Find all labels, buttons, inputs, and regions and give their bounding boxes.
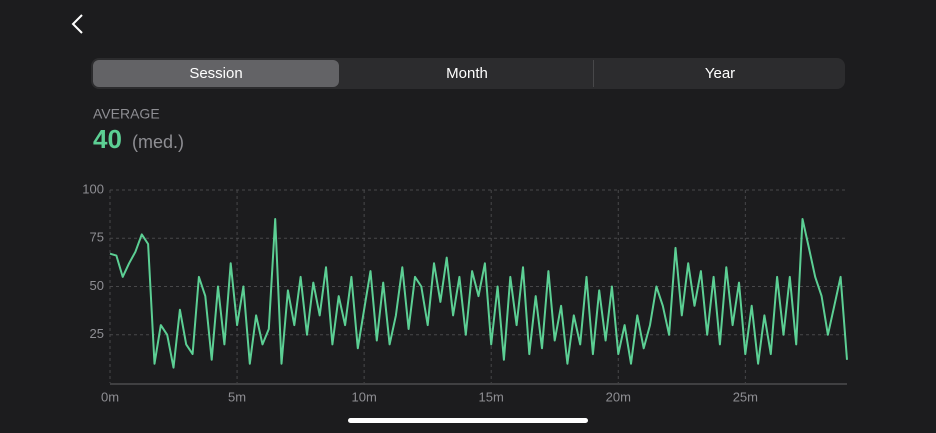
y-tick-label: 25 — [90, 326, 104, 341]
tab[interactable]: Month — [446, 65, 488, 82]
x-tick-label: 15m — [479, 389, 504, 404]
y-tick-label: 50 — [90, 278, 104, 293]
x-tick-label: 5m — [228, 389, 246, 404]
back-button[interactable] — [71, 14, 83, 34]
home-indicator — [348, 418, 588, 423]
summary-value: 40 — [93, 124, 122, 154]
x-tick-label: 0m — [101, 389, 119, 404]
summary-unit: (med.) — [132, 132, 184, 152]
summary-label: AVERAGE — [93, 106, 160, 122]
data-line — [109, 218, 848, 369]
x-tick-label: 10m — [351, 389, 376, 404]
y-tick-label: 100 — [82, 181, 104, 196]
x-tick-label: 20m — [606, 389, 631, 404]
tab[interactable]: Year — [593, 60, 846, 87]
tab[interactable]: Session — [93, 60, 339, 87]
y-tick-label: 75 — [90, 230, 104, 245]
x-tick-label: 25m — [733, 389, 758, 404]
segmented-control: Session Month Year — [91, 58, 845, 89]
